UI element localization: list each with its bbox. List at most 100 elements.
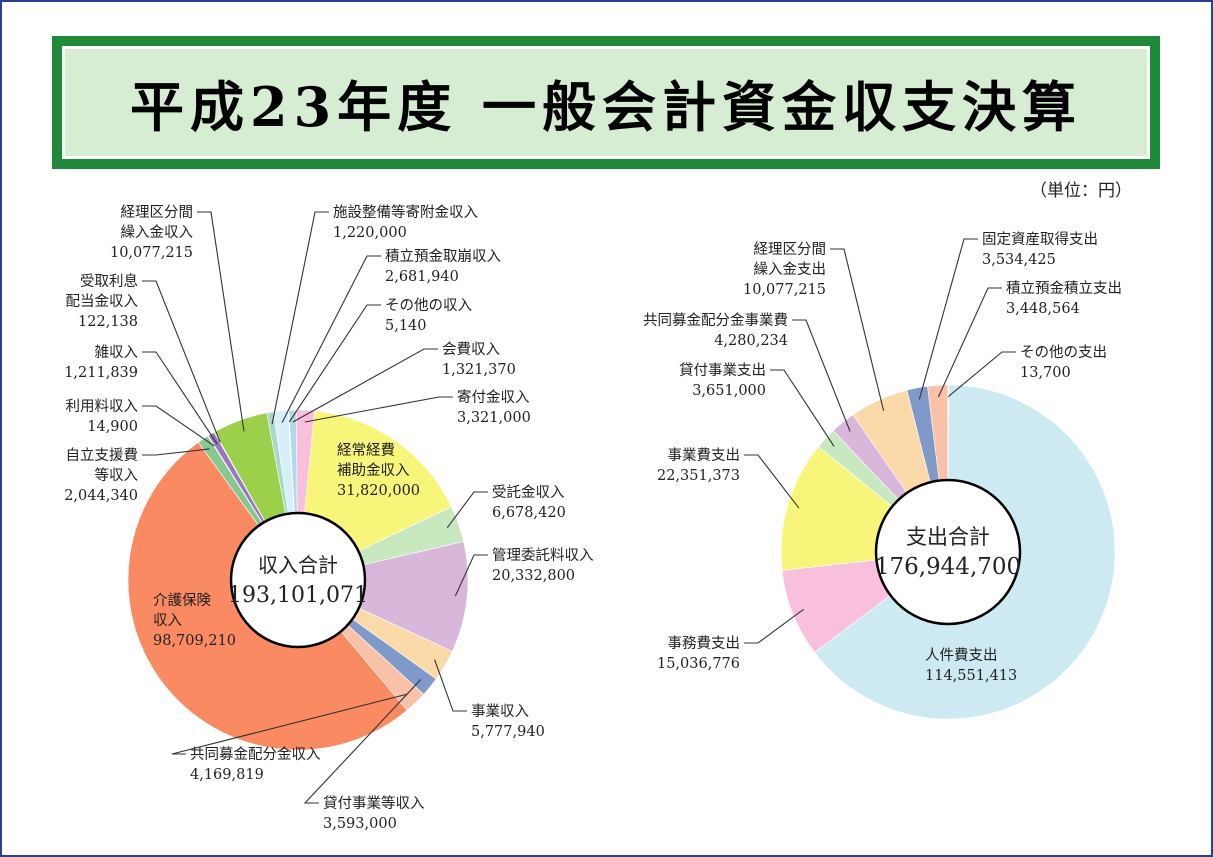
slice-name: 共同募金配分金収入 <box>190 746 321 763</box>
slice-value: 20,332,800 <box>492 568 575 584</box>
slice-name: 事務費支出 <box>668 635 741 652</box>
leader-line <box>142 351 218 445</box>
slice-name: 収入 <box>153 612 182 629</box>
slice-value: 10,077,215 <box>743 282 826 298</box>
leader-line <box>454 554 488 597</box>
slice-name: 会費収入 <box>442 341 500 358</box>
slice-label: 固定資産取得支出 3,534,425 <box>982 231 1098 268</box>
slice-name: 固定資産取得支出 <box>982 231 1098 248</box>
leader-line <box>446 491 488 529</box>
slice-label: 会費収入 1,321,370 <box>442 341 516 378</box>
leader-line <box>830 248 885 411</box>
slice-name: 自立支援費 <box>66 447 139 464</box>
leader-line <box>434 659 467 712</box>
leader-line <box>271 211 329 425</box>
leader-line <box>197 211 245 432</box>
slice-label: 利用料収入 14,900 <box>66 398 139 435</box>
unit-label: （単位：円） <box>1030 181 1132 201</box>
slice-value: 14,900 <box>87 419 138 435</box>
slice-label: 事業収入 5,777,940 <box>471 703 545 740</box>
slice-name: 繰入金支出 <box>754 261 827 278</box>
slice-name: 雑収入 <box>95 344 139 361</box>
slice-value: 1,321,370 <box>442 362 516 378</box>
slice-name: 経理区分間 <box>121 204 194 221</box>
slice-value: 13,700 <box>1020 365 1071 381</box>
slice-value: 4,169,819 <box>190 767 264 783</box>
slice-label: 寄付金収入 3,321,000 <box>457 388 531 426</box>
leader-line <box>792 319 851 432</box>
slice-label: 積立預金積立支出 3,448,564 <box>1006 280 1122 317</box>
leader-line <box>304 396 453 423</box>
pie-expense-labels: 人件費支出 114,551,413 事務費支出 15,036,776 事業費支出 22,3… <box>643 231 1122 684</box>
slice-name: 寄付金収入 <box>457 388 530 406</box>
slice-value: 3,651,000 <box>692 383 766 399</box>
slice-label: 管理委託料収入 20,332,800 <box>492 547 594 584</box>
slice-name: 等収入 <box>95 466 139 484</box>
slice-label: 事業費支出 22,351,373 <box>657 447 740 484</box>
slice-name: 繰入金収入 <box>121 224 194 241</box>
slice-label: 貸付事業等収入 3,593,000 <box>323 794 425 832</box>
leader-line <box>288 304 381 423</box>
slice-label: 経理区分間繰入金支出 10,077,215 <box>743 241 826 298</box>
leader-line <box>171 693 408 755</box>
slice-label: 経理区分間繰入金収入 10,077,215 <box>110 204 193 261</box>
slice-name: 介護保険 <box>153 592 211 609</box>
slice-label: 事務費支出 15,036,776 <box>657 635 740 672</box>
slice-value: 2,681,940 <box>385 269 459 285</box>
leader-line <box>142 280 221 443</box>
center-total-label: 支出合計 <box>906 525 990 549</box>
center-total-value: 193,101,071 <box>228 583 368 608</box>
slice-label: 経常経費補助金収入 31,820,000 <box>337 442 420 499</box>
slice-value: 3,321,000 <box>457 410 531 426</box>
slice-value: 22,351,373 <box>657 468 740 484</box>
pie-slice <box>297 541 469 652</box>
slice-name: 経常経費 <box>337 442 395 459</box>
slice-name: その他の収入 <box>385 297 472 314</box>
slice-name: その他の支出 <box>1020 344 1107 361</box>
page-title: 平成23年度 一般会計資金収支決算 <box>130 75 1082 139</box>
center-total-value: 176,944,700 <box>875 554 1021 580</box>
slice-name: 人件費支出 <box>925 647 998 664</box>
slice-label: 受託金収入 6,678,420 <box>492 484 566 521</box>
slice-value: 15,036,776 <box>657 656 740 672</box>
slice-label: その他の収入 5,140 <box>385 297 472 334</box>
slice-name: 経理区分間 <box>754 241 827 258</box>
leader-line <box>937 287 1002 398</box>
slice-name: 補助金収入 <box>337 462 410 479</box>
leader-line <box>281 255 381 423</box>
slice-value: 2,044,340 <box>64 488 138 504</box>
slice-label: 共同募金配分金事業費 4,280,234 <box>643 312 788 349</box>
slice-value: 5,140 <box>385 318 427 334</box>
leader-line <box>770 369 835 447</box>
slice-value: 31,820,000 <box>337 483 420 499</box>
slice-name: 管理委託料収入 <box>492 547 594 564</box>
slice-name: 受取利息 <box>80 273 138 290</box>
slice-value: 6,678,420 <box>492 505 566 521</box>
slice-name: 貸付事業支出 <box>679 362 766 379</box>
slice-name: 事業費支出 <box>668 447 741 464</box>
slice-label: 貸付事業支出 3,651,000 <box>679 362 766 399</box>
leader-line <box>947 351 1016 398</box>
leader-line <box>142 405 215 447</box>
leader-line <box>142 448 210 456</box>
slice-name: 利用料収入 <box>66 398 139 415</box>
slice-value: 1,211,839 <box>64 365 138 381</box>
leader-line <box>303 679 422 804</box>
slice-label: 共同募金配分金収入 4,169,819 <box>190 746 321 783</box>
slice-value: 1,220,000 <box>333 225 407 241</box>
slice-name: 共同募金配分金事業費 <box>643 312 788 329</box>
slice-name: 施設整備等寄附金収入 <box>333 203 478 221</box>
slice-name: 事業収入 <box>471 703 529 720</box>
slice-label: その他の支出 13,700 <box>1020 344 1107 381</box>
slice-name: 受託金収入 <box>492 484 565 501</box>
pie-income-labels: 経常経費補助金収入 31,820,000 受託金収入 6,678,420 管理委託料収入… <box>64 203 593 832</box>
slice-value: 5,777,940 <box>471 724 545 740</box>
slice-name: 配当金収入 <box>66 293 139 310</box>
slice-name: 積立預金積立支出 <box>1006 280 1122 297</box>
center-total-label: 収入合計 <box>258 553 338 577</box>
center-hole <box>874 478 1022 626</box>
slice-value: 10,077,215 <box>110 245 193 261</box>
slice-name: 積立預金取崩収入 <box>385 248 501 265</box>
slice-label: 施設整備等寄附金収入 1,220,000 <box>333 203 478 241</box>
